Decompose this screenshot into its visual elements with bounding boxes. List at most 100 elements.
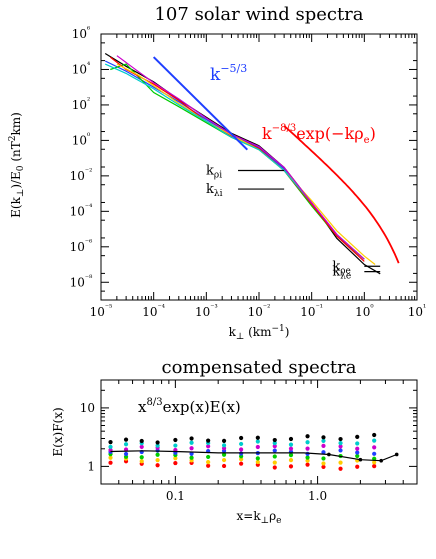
compensated-point [221, 446, 227, 451]
compensated-point [123, 437, 129, 442]
compensated-point [108, 440, 113, 445]
compensated-point [372, 464, 377, 469]
compensated-point [305, 434, 310, 439]
compensated-point [321, 435, 326, 440]
compensated-frame [100, 379, 418, 485]
compensated-point [321, 456, 326, 461]
compensated-point [338, 466, 343, 471]
compensated-point [321, 450, 326, 455]
compensated-point [372, 451, 377, 456]
compensated-point [305, 451, 310, 457]
spectrum-line-0 [104, 52, 381, 275]
x-tick-label: 10⁻³ [195, 303, 218, 319]
compensated-point [239, 441, 244, 447]
compensated-point [321, 464, 326, 470]
compensated-point [321, 443, 326, 448]
y-tick-label: 10⁻² [70, 167, 93, 183]
kolmogorov-slope-line [152, 56, 249, 151]
compensated-point [355, 450, 360, 455]
compensated-point [123, 451, 129, 457]
compensated-point [355, 446, 360, 451]
compensated-point [221, 452, 227, 457]
compensated-point [139, 459, 144, 464]
compensated-point [155, 452, 160, 457]
compensated-point [239, 461, 244, 466]
compensated-mean-point [358, 457, 363, 462]
compensated-point [372, 445, 377, 450]
by-tick-label: 10 [80, 401, 95, 415]
y-tick-label: 10⁻⁶ [70, 238, 93, 254]
compensated-point [272, 465, 277, 470]
compensated-panel: compensated spectra x8/3exp(x)E(x) 0.1 1.… [51, 357, 418, 526]
compensated-point [221, 457, 227, 463]
compensated-point [108, 444, 113, 449]
kolmogorov-label: k−5/3 [210, 62, 247, 85]
compensated-point [272, 448, 277, 453]
compensated-point [255, 439, 260, 444]
compensated-point [108, 455, 113, 460]
spectra-xlabel: k⊥ (km−1) [229, 324, 290, 342]
compensated-point [155, 463, 160, 468]
compensated-point [338, 444, 343, 449]
compensated-point [255, 444, 260, 450]
compensated-point [221, 443, 227, 448]
compensated-point [321, 438, 326, 443]
compensated-point [206, 454, 211, 460]
compensated-mean-point [327, 452, 331, 457]
compensated-point [189, 440, 194, 445]
compensated-point [221, 438, 227, 444]
compensated-point [288, 442, 294, 447]
spectra-ylabel: E(k⊥)/E0 (nT2km) [8, 112, 26, 218]
compensated-point [155, 443, 160, 448]
compensated-point [173, 443, 178, 448]
bx-tick-label: 0.1 [166, 489, 185, 503]
y-tick-label: 10⁻⁸ [70, 273, 93, 289]
x-tick-label: 10¹ [408, 303, 427, 319]
compensated-point [239, 435, 244, 441]
compensated-point [155, 440, 160, 445]
compensated-point [288, 436, 294, 442]
compensated-point [206, 438, 211, 443]
compensated-points-group [108, 432, 399, 471]
compensated-point [305, 462, 310, 467]
compensated-point [189, 436, 194, 441]
compensated-point [305, 458, 310, 463]
compensated-point [355, 453, 360, 459]
compensated-point [272, 460, 277, 465]
spectrum-line-2 [110, 63, 365, 260]
compensated-point [288, 458, 294, 463]
compensated-point [305, 440, 310, 445]
compensated-point [272, 437, 277, 443]
compensated-point [272, 441, 277, 446]
compensated-point [255, 435, 260, 440]
compensated-mean-point [394, 452, 399, 457]
spectrum-line-4 [116, 63, 376, 265]
compensated-point [173, 460, 178, 466]
compensated-point [255, 459, 260, 465]
spectrum-line-1 [104, 60, 365, 260]
fit-label: k−8/3exp(−kρe) [262, 123, 376, 146]
by-tick-label: 1 [87, 459, 95, 473]
compensated-point [139, 438, 144, 444]
y-tick-label: 10² [72, 96, 91, 112]
compensated-point [355, 464, 360, 469]
compensated-formula: x8/3exp(x)E(x) [138, 397, 241, 416]
spectra-series-group [104, 52, 381, 275]
spectra-panel: 107 solar wind spectra k−5/3 k−8/3exp(−kρ… [8, 4, 426, 342]
compensated-point [206, 460, 211, 465]
bx-tick-label: 1.0 [308, 489, 327, 503]
scale-marker-label-0: kρi [206, 164, 222, 181]
compensated-point [372, 460, 377, 465]
compensated-title: compensated spectra [162, 357, 357, 378]
compensated-point [372, 432, 377, 438]
compensated-mean-point [379, 458, 383, 463]
compensated-point [206, 444, 211, 449]
y-tick-label: 10⁻⁴ [70, 202, 93, 218]
compensated-annotations: x8/3exp(x)E(x) [138, 397, 241, 416]
compensated-point [239, 457, 244, 462]
compensated-point [338, 441, 343, 446]
compensated-axes: 0.1 1.0 1 10 [80, 379, 418, 503]
compensated-point [321, 461, 326, 466]
